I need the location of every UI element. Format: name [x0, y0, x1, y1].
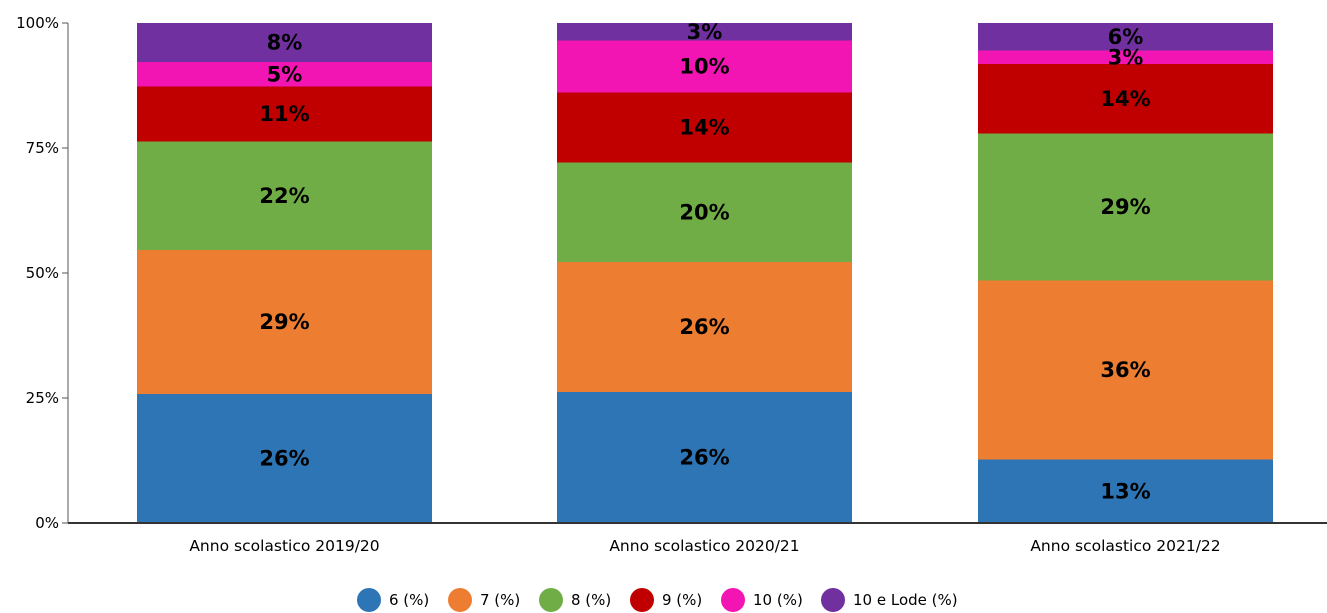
data-label: 29% — [1100, 195, 1150, 219]
y-tick-label: 100% — [16, 14, 59, 32]
data-label: 22% — [259, 184, 309, 208]
bar-segment — [137, 141, 432, 250]
data-label: 3% — [687, 20, 723, 44]
bar-segment — [978, 133, 1273, 281]
data-label: 20% — [679, 200, 729, 224]
data-label: 26% — [679, 315, 729, 339]
bar-segment — [557, 92, 852, 163]
bar-segment — [978, 23, 1273, 51]
bar-segment — [137, 394, 432, 523]
data-label: 26% — [679, 446, 729, 470]
data-label: 5% — [267, 62, 303, 86]
legend-marker — [821, 588, 845, 612]
legend-label: 10 (%) — [753, 591, 803, 609]
data-label: 26% — [259, 447, 309, 471]
legend-label: 6 (%) — [389, 591, 429, 609]
bar-segment — [557, 40, 852, 93]
y-tick-label: 0% — [35, 514, 59, 532]
data-labels-group: 26% 29% 22% 11% 5% 8% 26% 26% 20% 14% 10% 3% 13% 36% 2… — [259, 20, 1150, 504]
bars-group — [137, 23, 1273, 523]
y-tick-label: 50% — [26, 264, 59, 282]
legend: 6 (%) 7 (%) 8 (%) 9 (%) 10 (%) 10 e Lode (%) — [357, 588, 958, 612]
x-category-label: Anno scolastico 2020/21 — [609, 537, 799, 555]
bar-segment — [557, 392, 852, 523]
data-label: 29% — [259, 310, 309, 334]
bar-segment — [137, 250, 432, 394]
x-category-label: Anno scolastico 2021/22 — [1030, 537, 1220, 555]
bar-segment — [978, 64, 1273, 134]
legend-label: 8 (%) — [571, 591, 611, 609]
data-label: 8% — [267, 31, 303, 55]
bar-segment — [557, 262, 852, 392]
legend-marker — [630, 588, 654, 612]
bar-segment — [978, 280, 1273, 460]
data-label: 36% — [1100, 358, 1150, 382]
bar-segment — [137, 23, 432, 62]
data-label: 10% — [679, 55, 729, 79]
bar-segment — [137, 62, 432, 87]
legend-marker — [539, 588, 563, 612]
data-label: 13% — [1100, 479, 1150, 503]
data-label: 6% — [1108, 25, 1144, 49]
legend-marker — [721, 588, 745, 612]
data-label: 11% — [259, 102, 309, 126]
legend-label: 7 (%) — [480, 591, 520, 609]
data-label: 14% — [1100, 87, 1150, 111]
legend-marker — [448, 588, 472, 612]
y-axis: 0% 25% 50% 75% 100% — [16, 14, 69, 532]
bar-segment — [978, 459, 1273, 523]
legend-label: 9 (%) — [662, 591, 702, 609]
legend-label: 10 e Lode (%) — [853, 591, 958, 609]
bar-segment — [137, 86, 432, 142]
bar-segment — [978, 50, 1273, 64]
x-axis: Anno scolastico 2019/20 Anno scolastico 2… — [68, 522, 1327, 555]
legend-marker — [357, 588, 381, 612]
x-category-label: Anno scolastico 2019/20 — [189, 537, 379, 555]
bar-segment — [557, 162, 852, 262]
y-tick-label: 25% — [26, 389, 59, 407]
bar-segment — [557, 23, 852, 41]
data-label: 14% — [679, 116, 729, 140]
y-tick-label: 75% — [26, 139, 59, 157]
data-label: 3% — [1108, 45, 1144, 69]
